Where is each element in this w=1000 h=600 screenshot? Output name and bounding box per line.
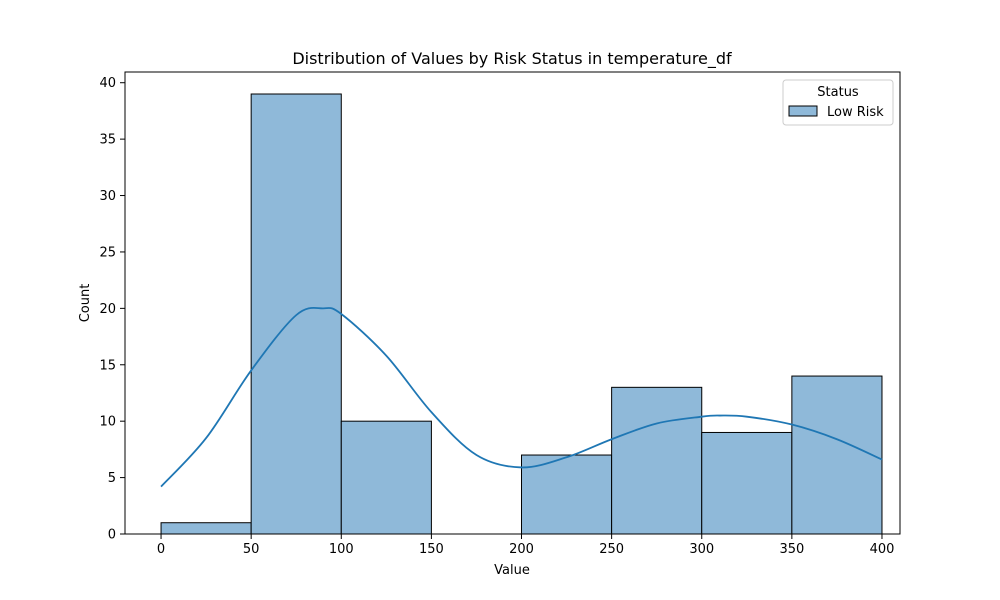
x-tick-label: 0 bbox=[157, 542, 165, 557]
plot-frame bbox=[124, 71, 901, 535]
x-tick-label: 350 bbox=[779, 542, 804, 557]
chart-title: Distribution of Values by Risk Status in… bbox=[292, 49, 732, 69]
histogram-bar-350-400 bbox=[791, 375, 883, 535]
legend: Status Low Risk bbox=[782, 79, 894, 126]
x-axis-label: Value bbox=[494, 563, 530, 578]
x-tick-label: 100 bbox=[329, 542, 354, 557]
histogram-bar-300-350 bbox=[701, 431, 793, 535]
y-tick-label: 15 bbox=[99, 358, 116, 373]
x-tick-label: 200 bbox=[509, 542, 534, 557]
y-tick-label: 0 bbox=[108, 528, 116, 543]
legend-title: Status bbox=[817, 85, 859, 100]
y-tick-label: 10 bbox=[99, 415, 116, 430]
plot-area bbox=[124, 71, 901, 535]
y-axis-label: Count bbox=[78, 284, 93, 323]
histogram-bar-0-50 bbox=[160, 522, 252, 535]
kde-curve bbox=[160, 306, 883, 488]
histogram-bar-250-300 bbox=[611, 386, 703, 535]
y-tick-label: 30 bbox=[99, 189, 116, 204]
x-tick-label: 150 bbox=[419, 542, 444, 557]
legend-label-low-risk: Low Risk bbox=[827, 105, 884, 120]
x-axis-ticks: 0 50 100 150 200 250 300 350 400 bbox=[157, 534, 894, 557]
y-tick-label: 35 bbox=[99, 133, 116, 148]
x-tick-label: 250 bbox=[599, 542, 624, 557]
x-tick-label: 400 bbox=[870, 542, 895, 557]
y-tick-label: 5 bbox=[108, 471, 116, 486]
y-tick-label: 25 bbox=[99, 245, 116, 260]
bars-layer bbox=[160, 93, 883, 535]
x-tick-label: 300 bbox=[689, 542, 714, 557]
legend-swatch-low-risk bbox=[788, 105, 818, 117]
y-tick-label: 40 bbox=[99, 76, 116, 91]
y-tick-label: 20 bbox=[99, 302, 116, 317]
histogram-bar-100-150 bbox=[340, 420, 432, 535]
y-axis-ticks: 0 5 10 15 20 25 30 35 40 bbox=[99, 76, 125, 543]
x-tick-label: 50 bbox=[243, 542, 260, 557]
